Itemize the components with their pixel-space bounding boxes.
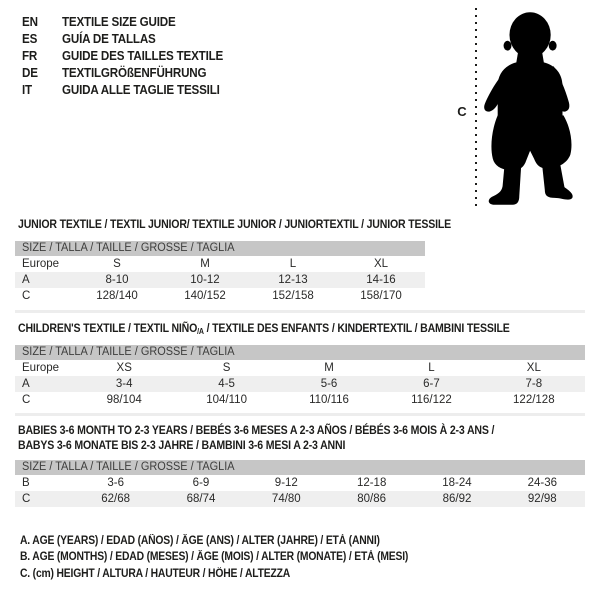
table-cell: S (222, 362, 231, 374)
table-cell: 116/122 (411, 394, 452, 406)
baby-silhouette-icon (484, 12, 573, 205)
table-cell: L (428, 362, 435, 374)
table-cell: 12-13 (278, 274, 308, 286)
language-label: GUÍA DE TALLAS (62, 31, 156, 46)
note-height-cm: C. (cm) HEIGHT / ALTURA / HAUTEUR / HÖHE… (20, 567, 291, 580)
children-table-title: CHILDREN'S TEXTILE / TEXTIL NIÑO/A / TEX… (18, 321, 510, 339)
table-cell: 7-8 (525, 378, 543, 390)
junior-table-title: JUNIOR TEXTILE / TEXTIL JUNIOR/ TEXTILE … (18, 217, 451, 231)
table-row: C 128/140 140/152 152/158 158/170 (15, 288, 425, 304)
section-divider (15, 310, 585, 313)
language-row: ES GUÍA DE TALLAS (22, 30, 235, 47)
table-row: Europe XS S M L XL (15, 360, 585, 376)
row-label: C (22, 394, 31, 406)
title-subscript: /A (197, 327, 204, 336)
table-cell: XS (116, 362, 132, 374)
language-code: DE (22, 65, 38, 80)
table-row: B 3-6 6-9 9-12 12-18 18-24 24-36 (15, 475, 585, 491)
language-label: GUIDA ALLE TAGLIE TESSILI (62, 82, 220, 97)
table-cell: S (113, 258, 121, 270)
title-text: / TEXTILE DES ENFANTS / KINDERTEXTIL / B… (203, 321, 510, 335)
table-cell: 6-7 (423, 378, 440, 390)
language-row: EN TEXTILE SIZE GUIDE (22, 13, 235, 30)
table-cell: 158/170 (360, 290, 402, 302)
table-row: Europe S M L XL (15, 256, 425, 272)
junior-size-table: SIZE / TALLA / TAILLE / GRÖSSE / TAGLIA … (15, 241, 425, 304)
table-cell: 86/92 (442, 493, 472, 505)
table-cell: 10-12 (190, 274, 220, 286)
table-cell: 110/116 (309, 394, 349, 406)
table-row: C 98/104 104/110 110/116 116/122 122/128 (15, 392, 585, 408)
children-size-table: SIZE / TALLA / TAILLE / GRÖSSE / TAGLIA … (15, 345, 585, 408)
language-label: TEXTILGRÖßENFÜHRUNG (62, 65, 207, 80)
table-header-bar: SIZE / TALLA / TAILLE / GRÖSSE / TAGLIA (15, 345, 585, 360)
babies-table-title: BABIES 3-6 MONTH TO 2-3 YEARS / BEBÉS 3-… (18, 423, 494, 453)
table-cell: L (289, 258, 297, 270)
table-cell: 140/152 (184, 290, 226, 302)
table-cell: 62/68 (101, 493, 131, 505)
table-cell: 152/158 (272, 290, 314, 302)
table-row: A 8-10 10-12 12-13 14-16 (15, 272, 425, 288)
table-cell: 4-5 (218, 378, 235, 390)
table-cell: 98/104 (106, 394, 142, 406)
table-cell: XL (373, 258, 389, 270)
table-cell: 92/98 (527, 493, 557, 505)
language-code: IT (22, 82, 32, 97)
legend-notes: A. AGE (YEARS) / EDAD (AÑOS) / ÂGE (ANS)… (20, 533, 451, 582)
table-row: C 62/68 68/74 74/80 80/86 86/92 92/98 (15, 491, 585, 507)
measure-c-label: C (457, 104, 467, 119)
row-label: Europe (22, 362, 60, 374)
table-cell: 5-6 (320, 378, 338, 390)
language-list: EN TEXTILE SIZE GUIDE ES GUÍA DE TALLAS … (22, 13, 235, 98)
table-cell: 3-6 (107, 477, 124, 489)
section-divider (15, 413, 585, 416)
language-row: DE TEXTILGRÖßENFÜHRUNG (22, 64, 235, 81)
table-cell: 122/128 (513, 394, 555, 406)
table-cell: 3-4 (115, 378, 133, 390)
table-cell: 8-10 (105, 274, 129, 286)
table-cell: 24-36 (527, 477, 558, 489)
row-label: B (22, 477, 30, 489)
table-cell: 12-18 (356, 477, 387, 489)
table-row: A 3-4 4-5 5-6 6-7 7-8 (15, 376, 585, 392)
table-cell: 14-16 (366, 274, 396, 286)
row-label: A (22, 378, 30, 390)
babies-size-table: SIZE / TALLA / TAILLE / GRÖSSE / TAGLIA … (15, 460, 585, 507)
table-header-bar: SIZE / TALLA / TAILLE / GRÖSSE / TAGLIA (15, 241, 425, 256)
note-age-months: B. AGE (MONTHS) / EDAD (MESES) / ÂGE (MO… (20, 551, 409, 564)
row-label: A (22, 274, 30, 286)
table-header-label: SIZE / TALLA / TAILLE / GRÖSSE / TAGLIA (22, 346, 235, 358)
table-cell: 6-9 (192, 477, 210, 489)
language-label: TEXTILE SIZE GUIDE (62, 14, 176, 29)
language-row: FR GUIDE DES TAILLES TEXTILE (22, 47, 235, 64)
language-code: ES (22, 31, 38, 46)
height-measure-dotted-line (475, 8, 477, 210)
table-header-label: SIZE / TALLA / TAILLE / GRÖSSE / TAGLIA (22, 461, 235, 473)
language-code: FR (22, 48, 38, 63)
table-cell: 68/74 (186, 493, 216, 505)
table-cell: M (200, 258, 210, 270)
row-label: C (22, 493, 31, 505)
row-label: C (22, 290, 31, 302)
language-label: GUIDE DES TAILLES TEXTILE (62, 48, 224, 63)
title-line-2: BABYS 3-6 MONATE BIS 2-3 JAHRE / BAMBINI… (18, 438, 346, 452)
table-cell: M (324, 362, 334, 374)
note-age-years: A. AGE (YEARS) / EDAD (AÑOS) / ÂGE (ANS)… (20, 535, 380, 547)
table-cell: 9-12 (274, 477, 298, 489)
table-header-bar: SIZE / TALLA / TAILLE / GRÖSSE / TAGLIA (15, 460, 585, 475)
row-label: Europe (22, 258, 60, 270)
table-cell: XL (526, 362, 541, 374)
table-cell: 80/86 (357, 493, 387, 505)
table-cell: 18-24 (442, 477, 472, 489)
table-cell: 74/80 (271, 493, 301, 505)
language-row: IT GUIDA ALLE TAGLIE TESSILI (22, 81, 235, 98)
title-text: CHILDREN'S TEXTILE / TEXTIL NIÑO (18, 321, 198, 335)
table-header-label: SIZE / TALLA / TAILLE / GRÖSSE / TAGLIA (22, 242, 235, 254)
language-code: EN (22, 14, 38, 29)
table-cell: 104/110 (206, 394, 247, 406)
table-cell: 128/140 (96, 290, 138, 302)
title-line-1: BABIES 3-6 MONTH TO 2-3 YEARS / BEBÉS 3-… (18, 423, 495, 437)
